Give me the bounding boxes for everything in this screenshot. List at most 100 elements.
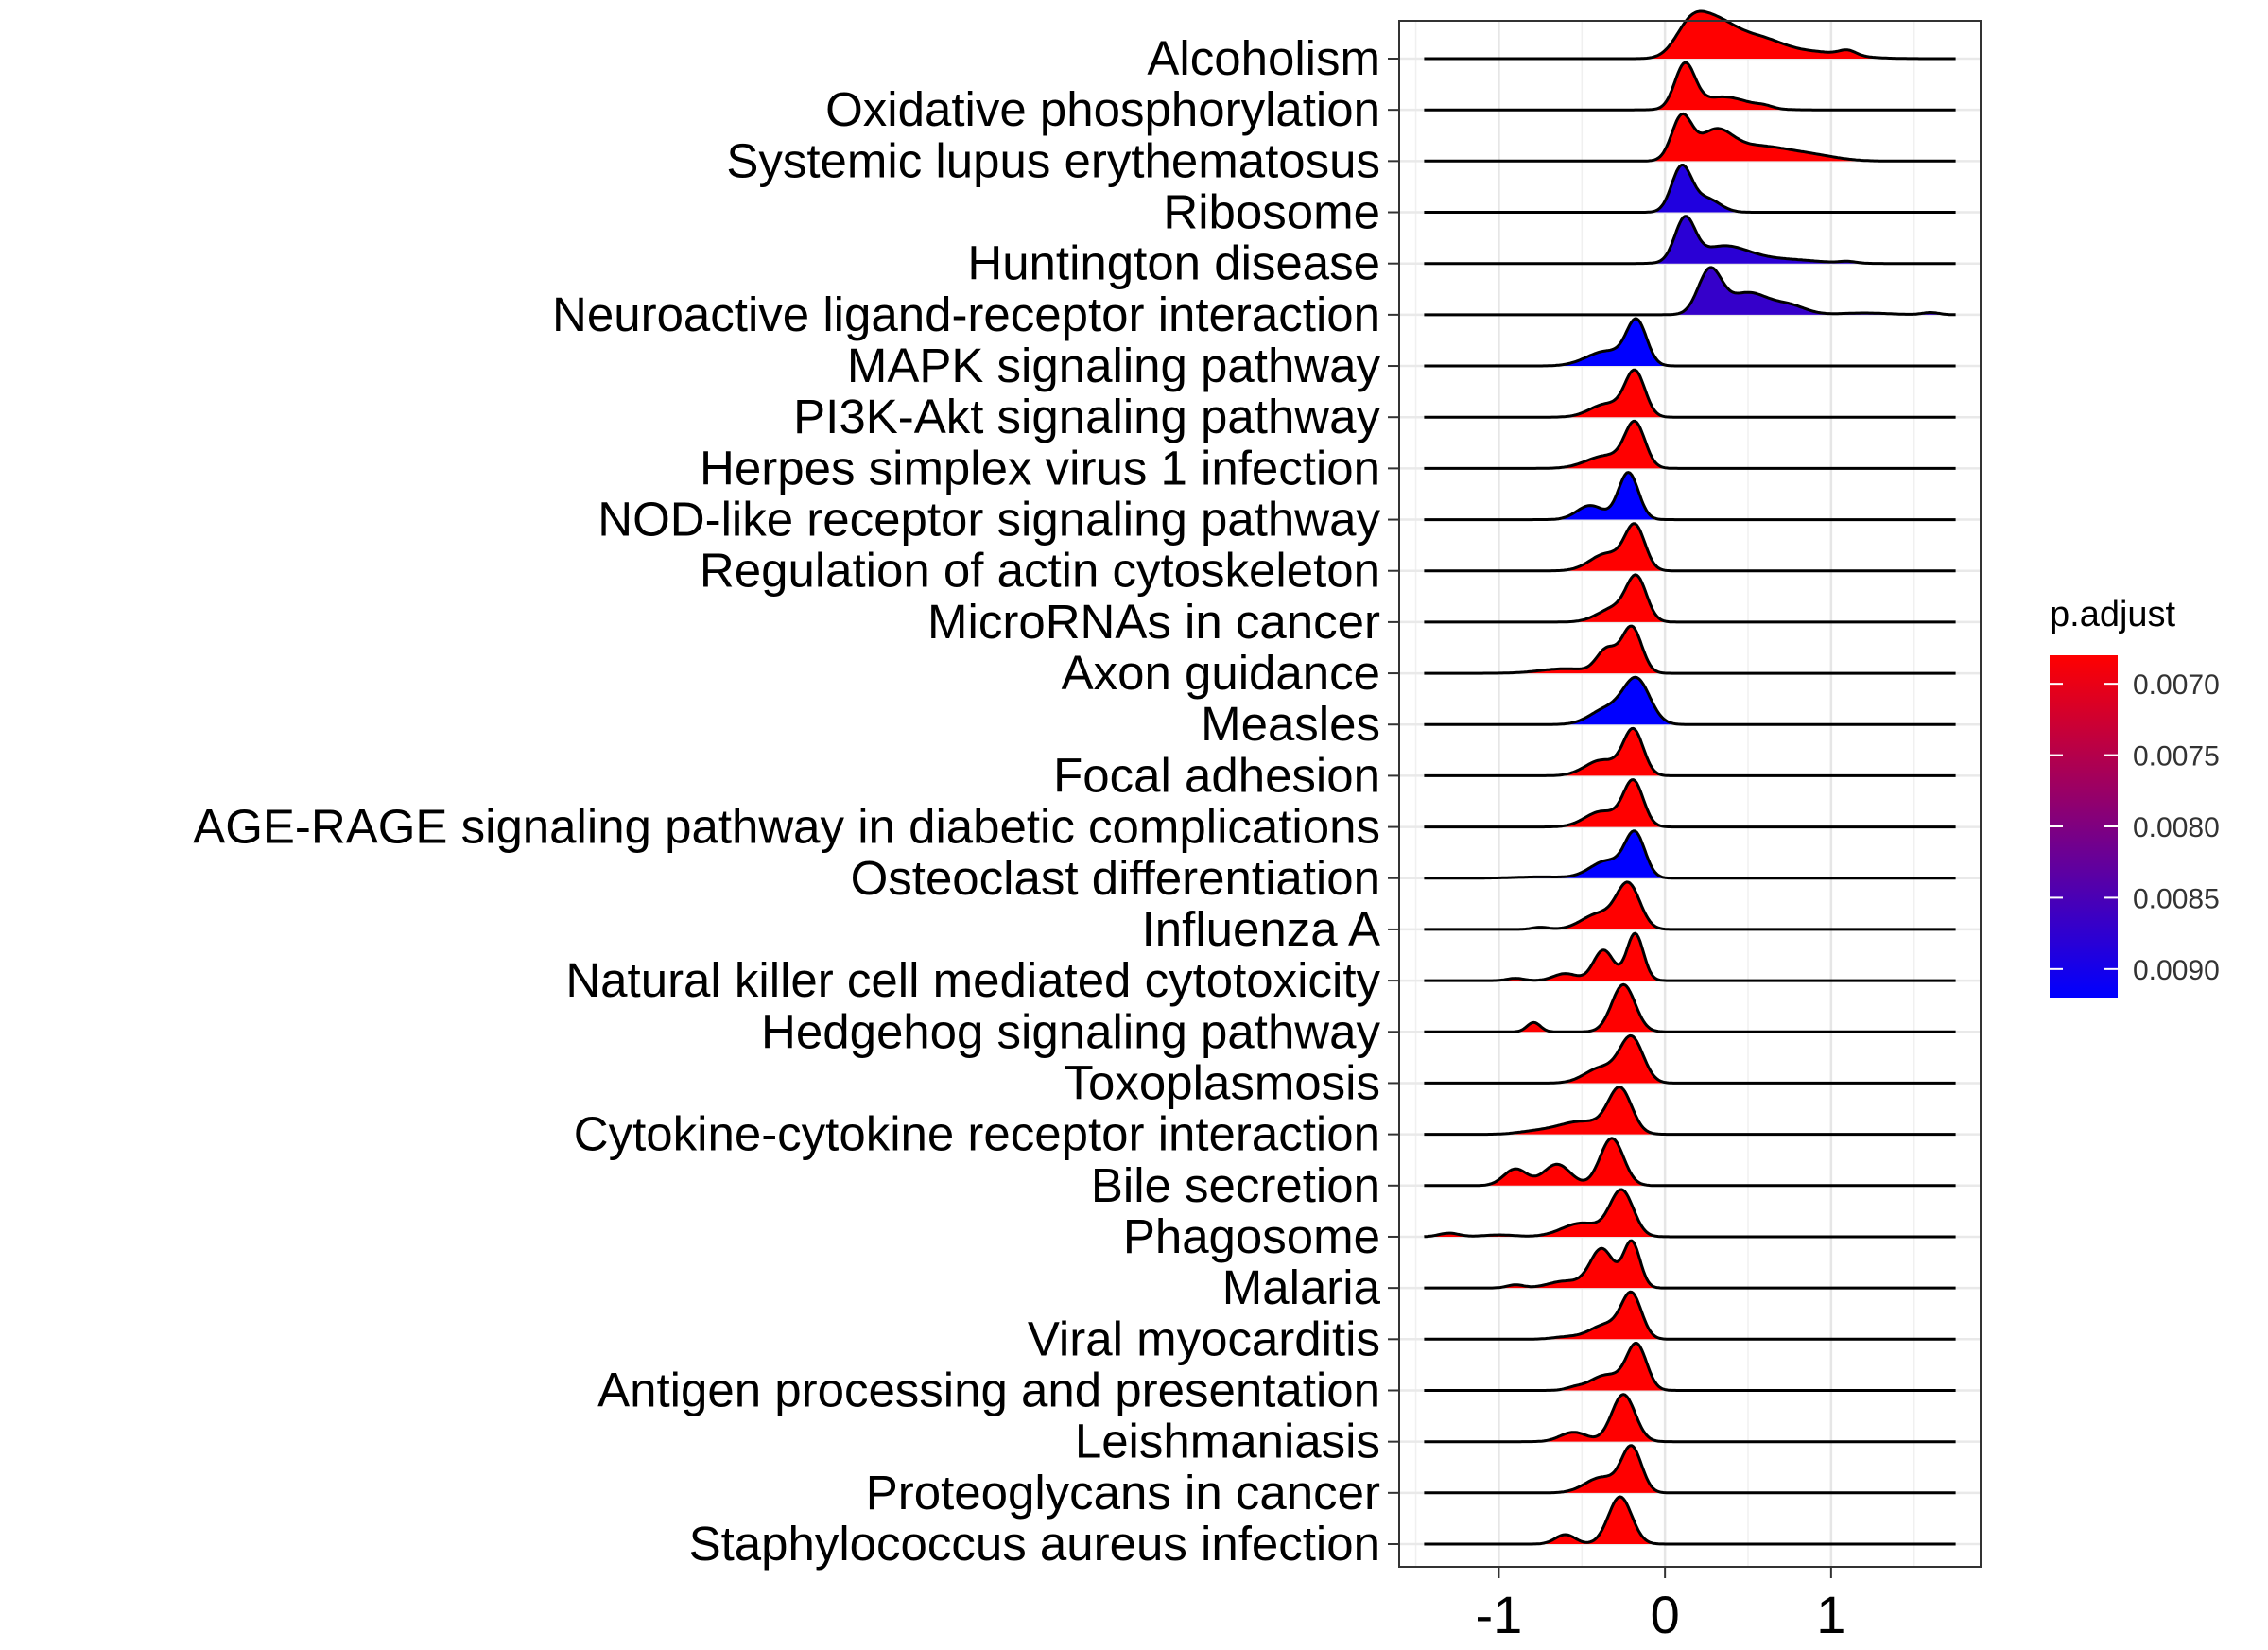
ridge-outline — [1424, 624, 1956, 675]
ridge-fill — [1505, 933, 1657, 981]
y-axis-label: Cytokine-cytokine receptor interaction — [574, 1107, 1380, 1161]
ridge-oxidative-phosphorylation — [1424, 61, 1956, 112]
ridge-antigen-processing-and-presentation — [1424, 1342, 1956, 1392]
y-axis-label: NOD-like receptor signaling pathway — [597, 493, 1380, 547]
x-tick-label: -1 — [1476, 1585, 1523, 1644]
legend: p.adjust 0.0070 0.0075 0.0080 0.0085 0.0090 — [2050, 595, 2220, 998]
ridge-outline — [1424, 1239, 1956, 1290]
ridge-outline — [1424, 112, 1956, 163]
ridge-regulation-of-actin-cytoskeleton — [1424, 522, 1956, 573]
ridge-fill — [1564, 1445, 1659, 1493]
ridge-proteoglycans-in-cancer — [1424, 1444, 1956, 1495]
y-axis-label: MicroRNAs in cancer — [927, 595, 1380, 649]
ridge-phagosome — [1424, 1188, 1956, 1239]
ridge-fill — [1564, 728, 1660, 776]
y-axis-label: Neuroactive ligand-receptor interaction — [552, 287, 1380, 341]
ridge-staphylococcus-aureus-infection — [1424, 1495, 1956, 1546]
y-axis-label: Measles — [1201, 697, 1380, 751]
ridge-outline — [1424, 726, 1956, 777]
plot-panel — [1399, 21, 1981, 1567]
ridge-ribosome — [1424, 164, 1956, 214]
ridge-fill — [1503, 1241, 1653, 1289]
ridge-osteoclast-differentiation — [1424, 829, 1956, 880]
y-axis-label: Axon guidance — [1062, 646, 1380, 700]
ridge-axon-guidance — [1424, 624, 1956, 675]
x-axis: -1 0 1 — [1476, 1567, 1845, 1644]
ridge-fill — [1549, 1292, 1659, 1340]
ridge-fill — [1560, 319, 1666, 367]
ridge-outline — [1424, 1033, 1956, 1085]
y-axis-label: Proteoglycans in cancer — [866, 1466, 1380, 1520]
ridge-bile-secretion — [1424, 1137, 1956, 1188]
ridge-fill — [1567, 523, 1662, 571]
y-axis-label: Bile secretion — [1091, 1158, 1380, 1212]
ridge-outline — [1424, 9, 1956, 61]
ridge-fill — [1654, 113, 1860, 162]
ridge-fill — [1522, 830, 1662, 878]
ridge-nod-like-receptor-signaling-pathway — [1424, 471, 1956, 522]
ridge-influenza-a — [1424, 880, 1956, 931]
ridge-cytokine-cytokine-receptor-interaction — [1424, 1086, 1956, 1137]
legend-tick-label: 0.0085 — [2133, 883, 2220, 914]
ridge-fill — [1522, 626, 1659, 674]
legend-tick-label: 0.0080 — [2133, 812, 2220, 843]
ridge-fill — [1520, 984, 1655, 1033]
ridge-outline — [1424, 1495, 1956, 1546]
ridge-viral-myocarditis — [1424, 1290, 1956, 1341]
y-axis-label: Alcoholism — [1147, 31, 1380, 85]
ridge-outline — [1424, 522, 1956, 573]
ridge-outline — [1424, 829, 1956, 880]
plot-panel-border — [1398, 20, 1982, 1568]
y-axis-label: Leishmaniasis — [1075, 1415, 1380, 1468]
ridge-fill — [1562, 421, 1664, 469]
y-axis-label: Phagosome — [1123, 1209, 1380, 1263]
ridge-fill — [1678, 267, 1941, 315]
legend-tick-label: 0.0090 — [2133, 955, 2220, 986]
y-axis-label: AGE-RAGE signaling pathway in diabetic c… — [193, 800, 1380, 854]
ridge-mapk-signaling-pathway — [1424, 317, 1956, 368]
ridge-hedgehog-signaling-pathway — [1424, 982, 1956, 1033]
y-axis-label: Herpes simplex virus 1 infection — [700, 441, 1380, 495]
y-axis-label: Huntington disease — [967, 236, 1380, 290]
y-axis-label: Toxoplasmosis — [1065, 1055, 1380, 1109]
ridge-alcoholism — [1424, 9, 1956, 61]
y-axis-label: Ribosome — [1163, 185, 1380, 239]
ridge-outline — [1424, 471, 1956, 522]
ridge-huntington-disease — [1424, 215, 1956, 266]
ridge-focal-adhesion — [1424, 726, 1956, 777]
y-axis-label: PI3K-Akt signaling pathway — [793, 390, 1380, 443]
ridge-outline — [1424, 266, 1956, 317]
y-axis-label: Oxidative phosphorylation — [825, 82, 1380, 136]
ridge-outline — [1424, 1393, 1956, 1444]
y-axis-label: Malaria — [1222, 1260, 1381, 1314]
legend-tick-label: 0.0070 — [2133, 669, 2220, 701]
ridge-systemic-lupus-erythematosus — [1424, 112, 1956, 163]
ridge-leishmaniasis — [1424, 1393, 1956, 1444]
ridge-fill — [1656, 216, 1858, 264]
ridge-outline — [1424, 573, 1956, 624]
ridge-fill — [1509, 1086, 1653, 1135]
y-axis-label: Influenza A — [1142, 902, 1380, 956]
ridge-outline — [1424, 982, 1956, 1033]
y-axis-label: Staphylococcus aureus infection — [689, 1517, 1380, 1571]
ridge-outline — [1424, 1342, 1956, 1392]
ridge-measles — [1424, 675, 1956, 726]
ridge-fill — [1545, 1394, 1655, 1442]
ridge-outline — [1424, 1086, 1956, 1137]
ridge-natural-killer-cell-mediated-cytotoxicity — [1424, 931, 1956, 982]
legend-tick-label: 0.0075 — [2133, 741, 2220, 773]
ridge-outline — [1424, 931, 1956, 982]
ridge-outline — [1424, 215, 1956, 266]
y-axis-label: Viral myocarditis — [1028, 1311, 1380, 1365]
y-axis-label: Antigen processing and presentation — [597, 1363, 1380, 1416]
ridge-outline — [1424, 1444, 1956, 1495]
ridge-fill — [1545, 1497, 1653, 1544]
y-axis-label: Natural killer cell mediated cytotoxicit… — [565, 953, 1380, 1007]
ridge-fill — [1530, 881, 1660, 929]
y-axis-label: MAPK signaling pathway — [847, 339, 1381, 392]
ridge-malaria — [1424, 1239, 1956, 1290]
ridge-fill — [1570, 370, 1662, 418]
